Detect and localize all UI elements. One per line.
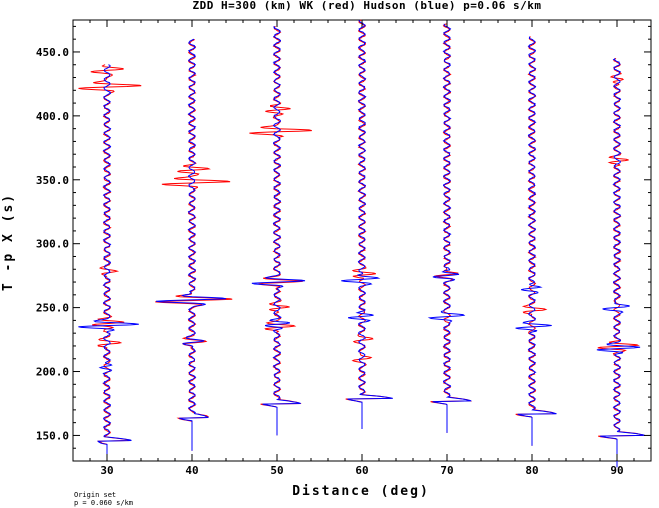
y-axis-label: T -p X (s) [1,193,16,291]
footer-p-note: p = 0.060 s/km [74,499,133,507]
x-tick-label: 70 [440,464,453,477]
y-tick-label: 350.0 [36,174,69,187]
x-tick-label: 90 [610,464,623,477]
y-tick-label: 450.0 [36,46,69,59]
hudson-trace [155,38,227,451]
hudson-trace [78,64,139,461]
x-tick-label: 30 [100,464,113,477]
x-tick-label: 60 [355,464,368,477]
hudson-trace [427,23,472,433]
wk-trace [249,25,312,436]
x-tick-label: 50 [270,464,283,477]
wk-trace [597,57,646,468]
wk-trace [430,23,473,433]
y-tick-label: 200.0 [36,366,69,379]
wk-trace [345,19,392,429]
hudson-trace [251,25,306,436]
x-tick-label: 80 [525,464,538,477]
y-tick-label: 250.0 [36,302,69,315]
footer-origin-note: Origin set [74,491,116,499]
x-axis-ticks: 30 40 50 60 70 80 90 [89,20,635,477]
trace-group [78,19,646,468]
y-axis-ticks: 150.0 200.0 250.0 300.0 350.0 400.0 450.0 [36,25,651,449]
y-tick-label: 150.0 [36,429,69,442]
chart-title: ZDD H=300 (km) WK (red) Hudson (blue) p=… [192,0,541,12]
y-tick-label: 400.0 [36,110,69,123]
wk-trace [515,36,556,446]
hudson-trace [515,36,557,446]
y-tick-label: 300.0 [36,238,69,251]
hudson-trace [596,58,645,468]
x-tick-label: 40 [185,464,198,477]
hudson-trace [341,19,393,429]
x-axis-label: Distance (deg) [292,484,430,499]
